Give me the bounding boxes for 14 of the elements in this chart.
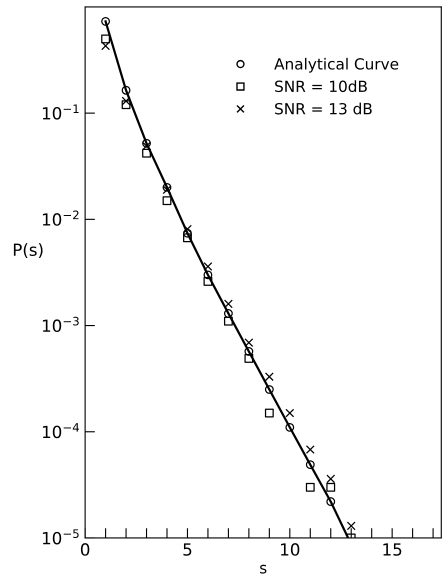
- y-tick-label: 10$^{−4}$: [42, 423, 80, 438]
- y-tick-label: 10$^{−5}$: [42, 529, 79, 544]
- legend-label: SNR = 10dB: [275, 80, 367, 92]
- x-axis-title: s: [260, 564, 266, 574]
- legend-label: SNR = 13 dB: [275, 102, 372, 115]
- y-tick-label: 10$^{−3}$: [42, 316, 79, 332]
- y-axis-title: P(s): [14, 243, 43, 258]
- x-tick-label: 5: [183, 543, 192, 556]
- y-tick-label: 10$^{−2}$: [42, 210, 78, 226]
- x-tick-label: 10: [281, 543, 300, 556]
- x-tick-label: 15: [383, 543, 402, 556]
- legend-label: Analytical Curve: [274, 58, 398, 73]
- x-tick-label: 0: [80, 543, 90, 556]
- y-tick-label: 10$^{−1}$: [42, 104, 79, 120]
